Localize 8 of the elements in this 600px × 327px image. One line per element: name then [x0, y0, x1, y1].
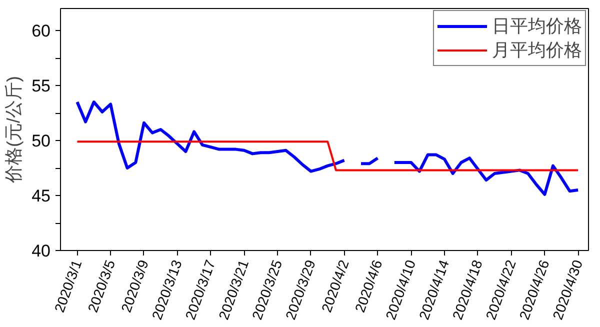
y-tick-label: 40	[32, 242, 51, 260]
legend-label: 月平均价格	[492, 39, 582, 62]
y-tick-label: 55	[32, 76, 51, 96]
legend-label: 日平均价格	[492, 15, 582, 38]
y-tick-label: 50	[32, 132, 51, 150]
y-tick-label: 60	[32, 22, 51, 40]
y-axis-title: 价格(元/公斤)	[4, 76, 24, 184]
y-tick-label: 45	[32, 186, 51, 206]
